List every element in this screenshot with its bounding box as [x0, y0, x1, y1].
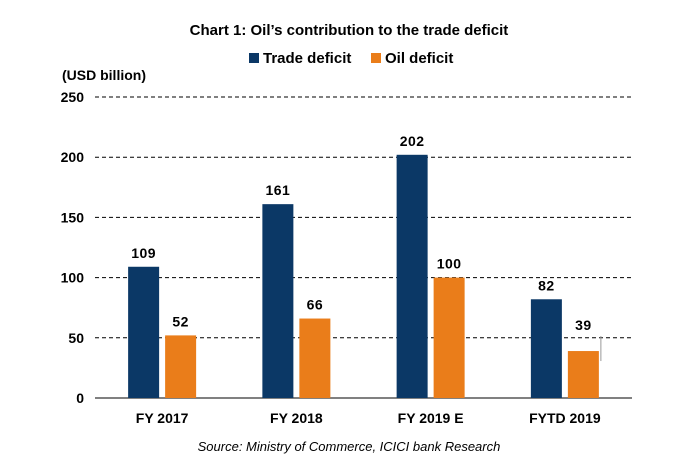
legend: Trade deficit Oil deficit — [249, 50, 453, 67]
data-label-trade-deficit: 202 — [400, 133, 425, 149]
y-tick-label: 0 — [76, 390, 84, 406]
source-note: Source: Ministry of Commerce, ICICI bank… — [198, 439, 501, 454]
bar-trade-deficit — [128, 266, 160, 398]
x-category-label: FYTD 2019 — [529, 410, 601, 426]
legend-swatch-trade-deficit — [249, 53, 259, 63]
y-axis-unit-label: (USD billion) — [62, 67, 146, 83]
x-category-label: FY 2019 E — [398, 410, 464, 426]
gridlines — [95, 96, 632, 339]
y-tick-label: 50 — [68, 330, 84, 346]
legend-swatch-oil-deficit — [371, 53, 381, 63]
bar-oil-deficit — [433, 277, 465, 398]
y-tick-label: 100 — [61, 270, 85, 286]
legend-label-oil-deficit: Oil deficit — [385, 50, 453, 67]
data-label-oil-deficit: 52 — [172, 313, 189, 329]
y-tick-label: 250 — [61, 89, 85, 105]
x-axis-categories: FY 2017 FY 2018 FY 2019 E FYTD 2019 — [136, 410, 601, 426]
data-label-trade-deficit: 82 — [538, 277, 555, 293]
x-category-label: FY 2017 — [136, 410, 189, 426]
bars — [128, 154, 599, 398]
y-tick-label: 150 — [61, 209, 85, 225]
bar-trade-deficit — [396, 154, 428, 398]
y-axis-ticks: 0 50 100 150 200 250 — [61, 89, 85, 406]
bar-oil-deficit — [567, 351, 599, 398]
data-label-oil-deficit: 66 — [307, 297, 324, 313]
legend-label-trade-deficit: Trade deficit — [263, 50, 351, 67]
data-label-trade-deficit: 161 — [265, 182, 290, 198]
bar-oil-deficit — [165, 335, 197, 398]
data-label-trade-deficit: 109 — [131, 245, 156, 261]
chart-title: Chart 1: Oil’s contribution to the trade… — [190, 22, 509, 39]
data-labels: 109 52 161 66 202 100 82 39 — [131, 133, 602, 362]
y-tick-label: 200 — [61, 149, 85, 165]
bar-trade-deficit — [530, 299, 562, 398]
x-category-label: FY 2018 — [270, 410, 323, 426]
bar-trade-deficit — [262, 204, 294, 398]
data-label-oil-deficit: 100 — [437, 256, 462, 272]
bar-oil-deficit — [299, 318, 331, 398]
data-label-oil-deficit: 39 — [575, 317, 592, 333]
